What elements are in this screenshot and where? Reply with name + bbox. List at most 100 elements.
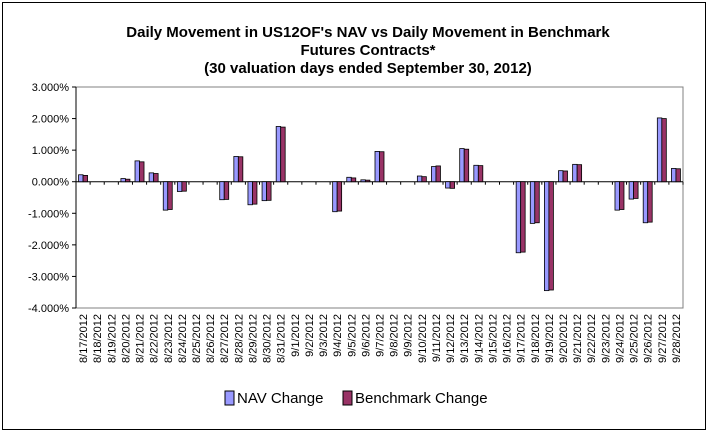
y-tick-label: 2.000% xyxy=(32,114,70,126)
bar-nav-change xyxy=(360,179,366,183)
x-tick-label: 8/24/2012 xyxy=(177,314,189,363)
bar-benchmark-change xyxy=(82,174,88,183)
bar-nav-change xyxy=(642,181,649,224)
x-tick-label: 9/24/2012 xyxy=(614,314,626,363)
x-tick-label: 9/23/2012 xyxy=(600,314,612,363)
bar-nav-change xyxy=(374,151,380,183)
bar-nav-change xyxy=(275,126,282,183)
x-tick-label: 8/28/2012 xyxy=(233,314,245,363)
x-tick-label: 8/30/2012 xyxy=(262,314,274,363)
bar-nav-change xyxy=(78,174,84,183)
x-tick-label: 9/13/2012 xyxy=(459,314,471,363)
bar-nav-change xyxy=(473,164,479,183)
chart-title-line-1: Daily Movement in US12OF's NAV vs Daily … xyxy=(126,24,610,41)
bar-benchmark-change xyxy=(181,181,187,192)
bar-benchmark-change xyxy=(336,181,343,212)
bar-nav-change xyxy=(614,181,620,211)
bar-nav-change xyxy=(176,181,183,192)
y-tick-label: 1.000% xyxy=(32,145,70,157)
x-tick-label: 8/21/2012 xyxy=(135,314,147,363)
bar-benchmark-change xyxy=(350,177,357,183)
bar-benchmark-change xyxy=(435,165,441,183)
x-tick-label: 9/18/2012 xyxy=(530,314,542,363)
bar-benchmark-change xyxy=(520,181,526,253)
x-tick-label: 8/23/2012 xyxy=(163,314,175,363)
plot-area: 3.000% 2.000% 1.000% 0.000% -1.000% -2.000% -3… xyxy=(28,82,684,363)
bar-benchmark-change xyxy=(562,170,568,183)
bar-benchmark-change xyxy=(280,126,286,183)
bar-benchmark-change xyxy=(252,181,258,205)
bar-benchmark-change xyxy=(675,168,681,183)
x-tick-label: 9/10/2012 xyxy=(417,314,429,363)
x-tick-label: 9/12/2012 xyxy=(445,314,457,363)
bar-nav-change xyxy=(671,168,677,183)
legend-swatch-nav xyxy=(224,390,235,406)
bar-benchmark-change xyxy=(266,181,272,201)
bar-nav-change xyxy=(445,181,451,189)
bar-benchmark-change xyxy=(647,181,653,223)
x-tick-label: 9/8/2012 xyxy=(389,314,401,357)
x-tick-label: 9/21/2012 xyxy=(572,314,584,363)
x-tick-label: 9/1/2012 xyxy=(290,314,302,357)
bar-benchmark-change xyxy=(421,176,427,183)
y-tick-label: 0.000% xyxy=(32,177,70,189)
x-tick-label: 8/20/2012 xyxy=(120,314,132,363)
bar-benchmark-change xyxy=(139,161,145,183)
x-tick-label: 9/11/2012 xyxy=(431,314,443,362)
x-tick-label: 9/25/2012 xyxy=(629,314,641,363)
bar-nav-change xyxy=(416,175,423,183)
bar-nav-change xyxy=(332,181,338,213)
bar-benchmark-change xyxy=(379,151,385,183)
x-tick-label: 9/6/2012 xyxy=(360,314,372,357)
bar-nav-change xyxy=(459,148,465,183)
bar-chart: Daily Movement in US12OF's NAV vs Daily … xyxy=(28,24,684,407)
x-tick-label: 9/4/2012 xyxy=(332,314,344,357)
x-tick-label: 8/25/2012 xyxy=(191,314,203,363)
x-tick-label: 9/15/2012 xyxy=(487,314,499,363)
chart-title-line-2: Futures Contracts* xyxy=(300,42,435,59)
bar-nav-change xyxy=(346,176,352,183)
x-tick-label: 9/3/2012 xyxy=(318,314,330,357)
bar-nav-change xyxy=(558,170,564,183)
bar-nav-change xyxy=(572,163,578,183)
bar-nav-change xyxy=(543,181,550,292)
x-tick-label: 9/19/2012 xyxy=(544,314,556,363)
bar-nav-change xyxy=(529,181,536,224)
bar-nav-change xyxy=(261,181,267,202)
x-tick-label: 8/27/2012 xyxy=(219,314,231,363)
chart-title: Daily Movement in US12OF's NAV vs Daily … xyxy=(126,24,610,77)
x-tick-label: 8/19/2012 xyxy=(106,314,118,363)
x-tick-label: 8/26/2012 xyxy=(205,314,217,363)
bar-benchmark-change xyxy=(477,165,484,183)
x-tick-label: 8/29/2012 xyxy=(247,314,259,363)
bar-benchmark-change xyxy=(153,173,159,183)
y-tick-label: -1.000% xyxy=(28,208,69,220)
bar-benchmark-change xyxy=(633,181,639,199)
bar-nav-change xyxy=(134,160,140,183)
bar-benchmark-change xyxy=(576,164,583,183)
x-tick-label: 9/20/2012 xyxy=(558,314,570,363)
x-tick-label: 9/5/2012 xyxy=(346,314,358,357)
legend-label-nav: NAV Change xyxy=(237,390,323,407)
y-tick-label: 3.000% xyxy=(32,82,70,94)
bar-nav-change xyxy=(120,178,126,183)
bar-benchmark-change xyxy=(237,156,244,183)
bar-nav-change xyxy=(148,172,155,183)
bar-nav-change xyxy=(219,181,225,201)
chart-title-line-3: (30 valuation days ended September 30, 2… xyxy=(204,60,532,77)
x-tick-label: 8/22/2012 xyxy=(149,314,161,363)
bar-benchmark-change xyxy=(449,181,455,189)
x-tick-label: 9/17/2012 xyxy=(516,314,528,363)
bar-benchmark-change xyxy=(619,181,625,210)
bar-nav-change xyxy=(656,117,663,183)
x-tick-label: 9/2/2012 xyxy=(304,314,316,357)
bar-nav-change xyxy=(162,181,169,211)
bar-benchmark-change xyxy=(364,179,371,183)
bar-benchmark-change xyxy=(463,148,470,183)
x-tick-label: 9/14/2012 xyxy=(473,314,485,363)
bar-nav-change xyxy=(628,181,634,200)
chart-frame: Daily Movement in US12OF's NAV vs Daily … xyxy=(2,2,706,430)
legend-label-benchmark: Benchmark Change xyxy=(355,390,488,407)
x-tick-label: 9/27/2012 xyxy=(657,314,669,363)
bar-benchmark-change xyxy=(661,118,667,183)
